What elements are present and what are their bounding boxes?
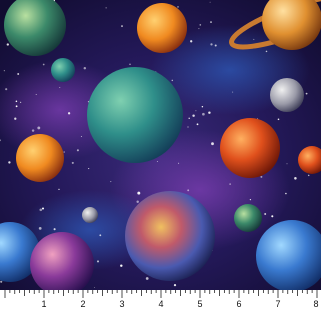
star (202, 113, 205, 116)
star (260, 176, 262, 178)
star (5, 88, 7, 90)
star (43, 64, 45, 66)
star (178, 163, 179, 164)
ruler-label: 7 (275, 299, 280, 309)
star (215, 44, 217, 46)
star (157, 161, 158, 162)
star (8, 161, 10, 163)
star (99, 234, 101, 236)
planet (82, 207, 98, 223)
star (285, 193, 287, 195)
star (58, 189, 59, 190)
star (208, 111, 210, 113)
star (271, 215, 273, 217)
star (198, 28, 199, 29)
star (16, 101, 18, 103)
star (177, 6, 179, 8)
ruler-label: 4 (158, 299, 163, 309)
star (197, 123, 199, 125)
planet (234, 204, 262, 232)
planet (125, 191, 215, 281)
fabric-photo: 1 2 3 4 5 6 7 8 (0, 0, 321, 316)
star (84, 67, 86, 69)
star (192, 114, 194, 116)
star (229, 183, 230, 184)
star (39, 227, 42, 230)
star (120, 264, 122, 266)
star (253, 39, 254, 40)
planet (220, 118, 280, 178)
star (287, 163, 288, 164)
star (308, 175, 310, 177)
star (210, 21, 212, 23)
star (36, 94, 37, 95)
star (94, 287, 95, 288)
star (294, 177, 297, 180)
star (136, 201, 138, 203)
star (72, 162, 74, 164)
star (63, 151, 65, 153)
ruler-label: 2 (80, 299, 85, 309)
ruler-label: 6 (236, 299, 241, 309)
planet (270, 78, 304, 112)
star (187, 189, 189, 191)
star (110, 181, 111, 182)
star (195, 110, 196, 111)
ruler-label: 3 (119, 299, 124, 309)
ruler: 1 2 3 4 5 6 7 8 (0, 290, 321, 316)
ruler-label: 5 (197, 299, 202, 309)
star (14, 118, 16, 120)
page: 12345678 (() => { const data = JSON.pars… (0, 0, 321, 316)
star (210, 2, 211, 3)
star (199, 24, 201, 26)
star (81, 136, 82, 137)
star (190, 40, 192, 42)
star (42, 207, 44, 209)
star (16, 105, 18, 107)
star (59, 87, 60, 88)
planet (137, 3, 187, 53)
star (54, 228, 56, 230)
star (88, 168, 89, 169)
star (77, 149, 79, 151)
planet (16, 134, 64, 182)
ruler-label: 1 (41, 299, 46, 309)
star (137, 192, 140, 195)
planet (30, 232, 94, 296)
star (106, 7, 107, 8)
star (250, 199, 251, 200)
star (97, 260, 99, 262)
star (232, 92, 233, 93)
star (68, 112, 70, 114)
star (17, 73, 19, 75)
star (188, 127, 189, 128)
star (264, 213, 266, 215)
star (0, 281, 2, 283)
star (32, 129, 34, 131)
star (174, 284, 176, 286)
space-scene (0, 0, 321, 296)
star (278, 118, 280, 120)
star (7, 43, 9, 45)
star (121, 25, 123, 27)
star (210, 43, 212, 45)
star (4, 70, 5, 71)
star (188, 118, 189, 119)
star (146, 277, 149, 280)
star (37, 126, 40, 129)
star (306, 93, 308, 95)
star (39, 208, 42, 211)
planet (51, 58, 75, 82)
star (129, 63, 131, 65)
star (20, 102, 21, 103)
star (211, 142, 214, 145)
star (172, 80, 174, 82)
planet (87, 67, 183, 163)
star (202, 106, 203, 107)
ruler-label: 8 (313, 299, 318, 309)
star (266, 51, 268, 53)
